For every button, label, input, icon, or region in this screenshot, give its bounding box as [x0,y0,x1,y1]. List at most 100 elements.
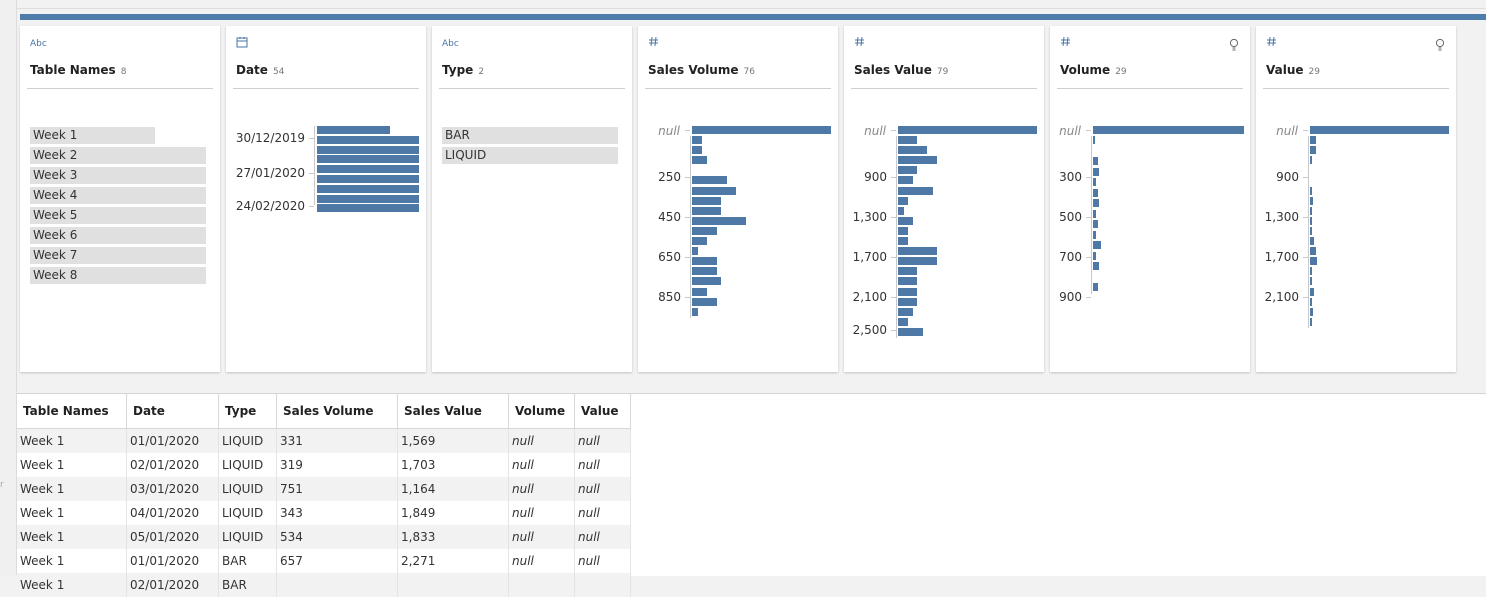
table-cell[interactable]: null [574,525,631,549]
table-cell[interactable]: 01/01/2020 [126,549,219,573]
lightbulb-icon[interactable] [1228,37,1242,51]
histogram-bar[interactable] [1093,283,1098,291]
table-cell[interactable]: Week 1 [17,573,127,597]
table-cell[interactable]: Week 1 [17,453,127,477]
table-cell[interactable]: 331 [276,428,398,453]
column-header-type[interactable]: Type [218,394,277,429]
histogram-bar[interactable] [317,184,419,193]
histogram-bar[interactable] [1093,178,1096,186]
table-cell[interactable]: null [574,549,631,573]
table-cell[interactable]: Week 1 [17,428,127,453]
table-cell[interactable]: 02/01/2020 [126,573,219,597]
histogram-bar[interactable] [898,166,917,175]
histogram-bar[interactable] [898,277,917,286]
histogram-bar[interactable] [692,226,717,235]
table-cell[interactable]: null [574,477,631,501]
category-bar[interactable] [30,267,206,284]
histogram-bar[interactable] [898,237,908,245]
histogram-bar[interactable] [898,176,913,185]
histogram-bar[interactable] [317,165,419,174]
category-bar[interactable] [30,247,206,264]
null-bar[interactable] [1310,126,1449,134]
null-bar[interactable] [1093,126,1244,134]
histogram-bar[interactable] [692,237,707,245]
table-cell[interactable]: 534 [276,525,398,549]
profile-card-table-names[interactable]: Abc Table Names 8 Week 1 Week 2 Week 3 Week 4 W… [20,26,220,372]
histogram-bar[interactable] [1310,247,1316,256]
profile-card-value[interactable]: Value 29 null 900 1,300 1,700 2,100 [1256,26,1456,372]
histogram-bar[interactable] [1093,241,1101,249]
histogram-bar[interactable] [317,135,419,144]
table-cell[interactable]: null [508,549,575,573]
category-bar[interactable] [30,227,206,244]
null-bar[interactable] [898,126,1037,134]
table-cell[interactable]: BAR [218,573,277,597]
histogram-bar[interactable] [898,206,904,215]
histogram-bar[interactable] [1310,146,1316,155]
histogram-bar[interactable] [1093,230,1096,239]
histogram-bar[interactable] [898,287,917,296]
histogram-bar[interactable] [898,257,937,266]
table-cell[interactable]: 05/01/2020 [126,525,219,549]
profile-card-sales-value[interactable]: Sales Value 79 null 900 1,300 1,700 2,100 2,500 [844,26,1044,372]
histogram-bar[interactable] [1310,196,1313,205]
profile-card-volume[interactable]: Volume 29 null 300 500 700 900 [1050,26,1250,372]
table-cell[interactable] [397,573,509,597]
histogram-bar[interactable] [898,297,917,306]
histogram-bar[interactable] [1093,251,1096,260]
category-bar[interactable] [30,127,155,144]
profile-card-date[interactable]: Date 54 30/12/2019 27/01/2020 24/02/2020 [226,26,426,372]
table-cell[interactable]: 1,164 [397,477,509,501]
table-cell[interactable]: Week 1 [17,501,127,525]
histogram-bar[interactable] [1310,307,1313,316]
histogram-bar[interactable] [1093,199,1099,207]
histogram-bar[interactable] [1310,267,1312,276]
histogram-bar[interactable] [898,216,913,225]
histogram-bar[interactable] [692,277,721,286]
table-cell[interactable]: 04/01/2020 [126,501,219,525]
histogram-bar[interactable] [317,145,419,154]
table-cell[interactable]: null [508,501,575,525]
histogram-bar[interactable] [692,186,736,195]
table-cell[interactable]: LIQUID [218,477,277,501]
table-cell[interactable]: Week 1 [17,525,127,549]
table-cell[interactable]: 1,703 [397,453,509,477]
histogram-bar[interactable] [692,176,727,185]
table-cell[interactable]: 02/01/2020 [126,453,219,477]
table-cell[interactable]: 2,271 [397,549,509,573]
lightbulb-icon[interactable] [1434,37,1448,51]
histogram-bar[interactable] [692,196,721,205]
table-cell[interactable]: 1,569 [397,428,509,453]
table-cell[interactable]: 01/01/2020 [126,428,219,453]
histogram-bar[interactable] [1310,257,1317,266]
gutter-caret-icon[interactable]: r [0,480,4,490]
null-bar[interactable] [692,126,831,134]
table-row[interactable]: Week 1 02/01/2020 LIQUID 319 1,703 null null [17,453,631,477]
table-cell[interactable]: 1,833 [397,525,509,549]
table-cell[interactable]: 751 [276,477,398,501]
table-cell[interactable] [276,573,398,597]
table-cell[interactable]: BAR [218,549,277,573]
category-bar[interactable] [30,167,206,184]
table-cell[interactable]: null [574,453,631,477]
histogram-bar[interactable] [898,267,917,276]
profile-card-type[interactable]: Abc Type 2 BAR LIQUID [432,26,632,372]
table-cell[interactable]: 657 [276,549,398,573]
histogram-bar[interactable] [692,267,717,276]
histogram-bar[interactable] [898,317,908,326]
histogram-bar[interactable] [898,247,937,256]
histogram-bar[interactable] [898,196,908,205]
histogram-bar[interactable] [1310,216,1312,225]
histogram-bar[interactable] [1310,206,1312,215]
column-header-sales-volume[interactable]: Sales Volume [276,394,398,429]
table-cell[interactable]: null [508,453,575,477]
histogram-bar[interactable] [692,257,717,266]
table-cell[interactable]: null [574,501,631,525]
table-cell[interactable]: LIQUID [218,428,277,453]
histogram-bar[interactable] [692,206,721,215]
histogram-bar[interactable] [898,186,933,195]
table-cell[interactable]: null [508,477,575,501]
profile-card-sales-volume[interactable]: Sales Volume 76 null 250 450 650 850 [638,26,838,372]
histogram-bar[interactable] [1310,186,1312,195]
histogram-bar[interactable] [1093,157,1098,165]
